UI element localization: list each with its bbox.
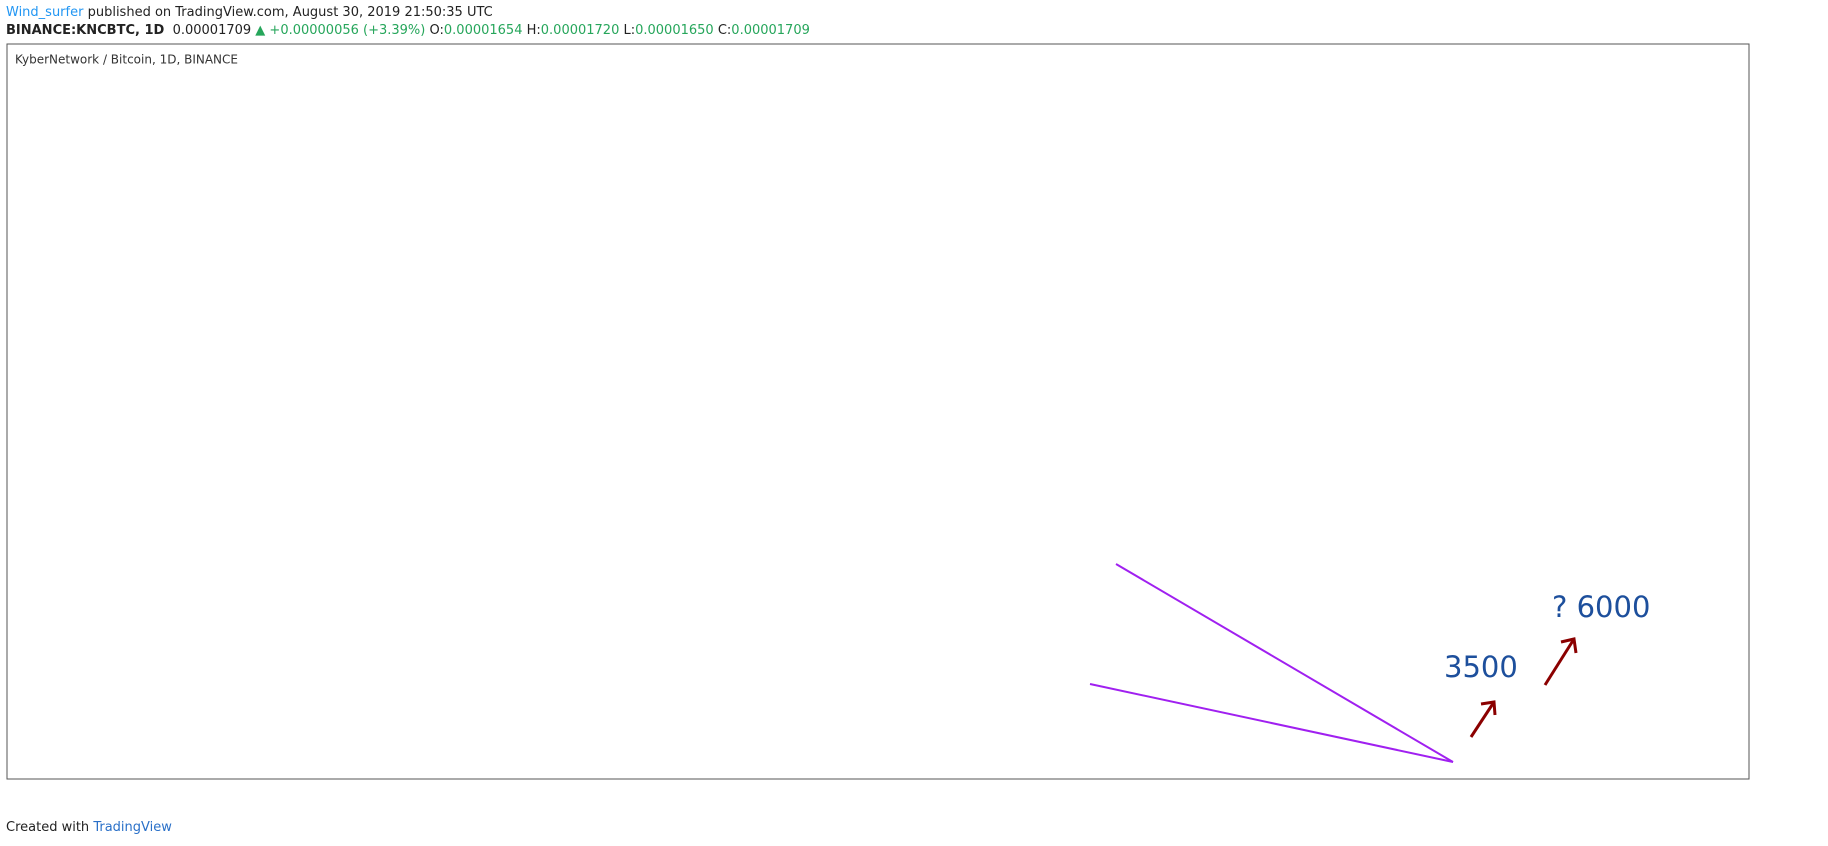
published: published on TradingView.com, August 30,…: [87, 5, 493, 20]
header: Wind_surfer published on TradingView.com…: [6, 4, 810, 40]
arrow: [1469, 701, 1496, 738]
symbol: BINANCE:KNCBTC, 1D: [6, 23, 165, 38]
ohlc-key: L:: [623, 23, 636, 38]
annotation: ? 6000: [1552, 590, 1650, 624]
quote-line: BINANCE:KNCBTC, 1D 0.00001709 ▲ +0.00000…: [6, 22, 810, 40]
pane-title: KyberNetwork / Bitcoin, 1D, BINANCE: [15, 53, 238, 67]
footer: Created with TradingView: [6, 820, 172, 835]
arrows: [1469, 637, 1578, 738]
ohlc: O:0.00001654 H:0.00001720 L:0.00001650 C…: [430, 23, 810, 38]
annotation: 3500: [1444, 650, 1518, 684]
plot-frame: [6, 43, 1750, 780]
ohlc-value: 0.00001650: [635, 23, 714, 38]
arrow-head: [1480, 700, 1497, 716]
arrow: [1543, 638, 1576, 686]
author[interactable]: Wind_surfer: [6, 5, 84, 20]
ohlc-value: 0.00001720: [540, 23, 620, 38]
trendline-lower: [1089, 683, 1454, 763]
ohlc-value: 0.00001709: [731, 23, 810, 38]
ohlc-key: H:: [526, 23, 541, 38]
footer-text: Created with: [6, 820, 90, 835]
ohlc-value: 0.00001654: [443, 23, 523, 38]
arrow-head: [1560, 637, 1578, 654]
publish-line: Wind_surfer published on TradingView.com…: [6, 4, 810, 22]
footer-brand[interactable]: TradingView: [93, 820, 172, 835]
last: 0.00001709: [172, 23, 252, 38]
change: ▲ +0.00000056 (+3.39%): [255, 23, 426, 38]
trendline-upper: [1115, 563, 1454, 763]
ohlc-key: O:: [429, 23, 444, 38]
ohlc-key: C:: [717, 23, 732, 38]
